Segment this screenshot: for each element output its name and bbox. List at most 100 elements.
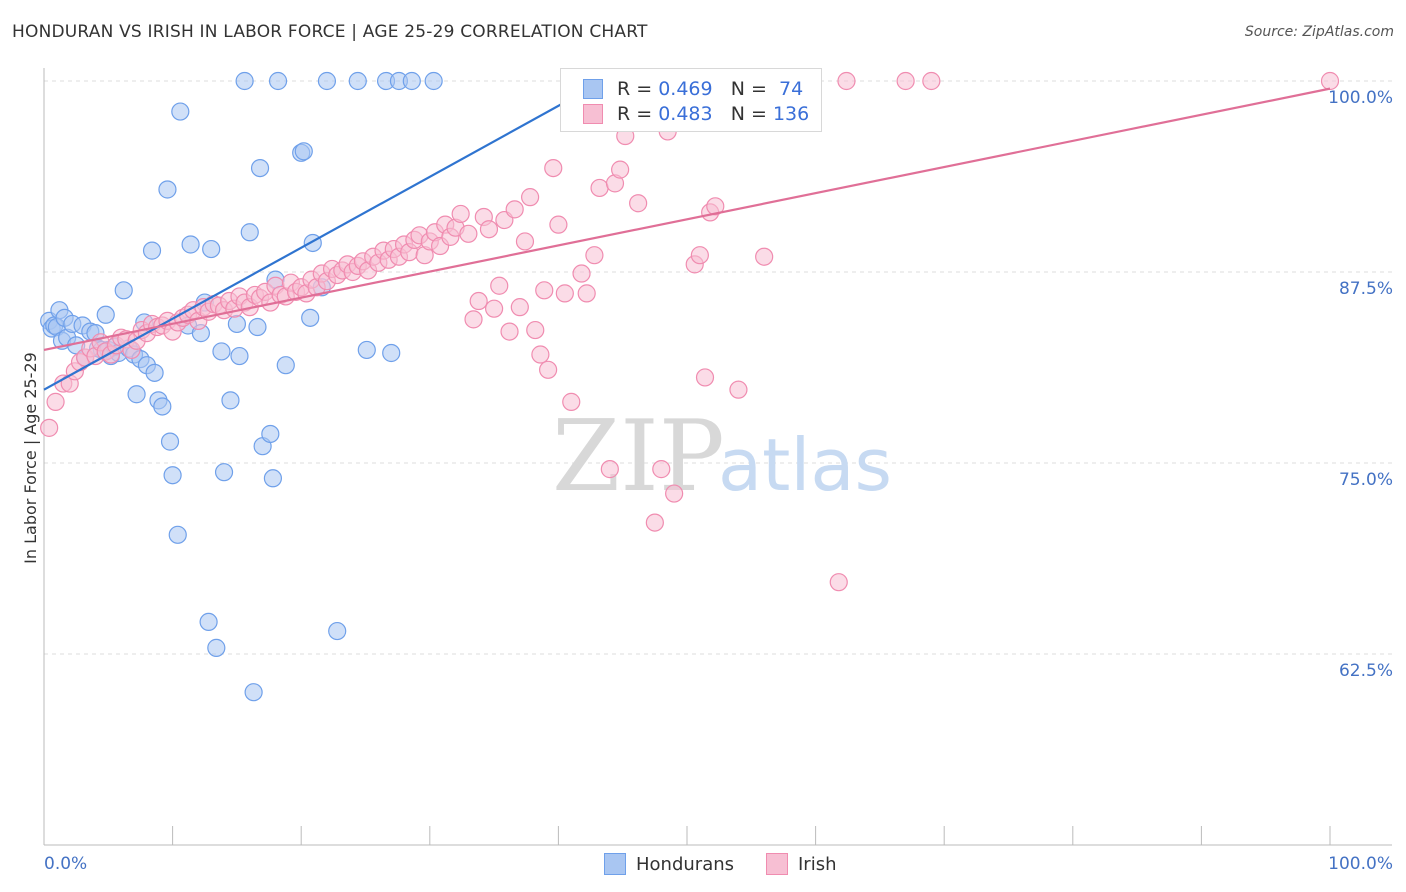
scatter-point-irish bbox=[665, 484, 684, 503]
scatter-point-irish bbox=[837, 71, 856, 91]
scatter-point-irish bbox=[40, 418, 59, 437]
scatter-point-irish bbox=[590, 178, 609, 198]
legend-swatch-hondurans bbox=[583, 79, 603, 99]
tick-labels: 62.5% 75.0% 87.5% 100.0% 0.0% 100.0% bbox=[44, 88, 1393, 874]
scatter-point-hondurans bbox=[160, 432, 180, 451]
scatter-point-irish bbox=[46, 392, 65, 411]
scatter-point-irish bbox=[535, 281, 554, 300]
legend-r-label: R = bbox=[617, 103, 659, 125]
scatter-point-irish bbox=[549, 215, 568, 234]
scatter-point-hondurans bbox=[402, 71, 421, 91]
scatter-point-irish bbox=[555, 284, 574, 303]
scatter-point-hondurans bbox=[235, 71, 254, 91]
bottom-legend-irish: Irish bbox=[766, 852, 837, 876]
scatter-point-irish bbox=[562, 392, 581, 411]
bottom-legend-label: Irish bbox=[798, 853, 837, 875]
scatter-point-irish bbox=[451, 204, 470, 224]
scatter-point-irish bbox=[485, 299, 504, 318]
scatter-point-irish bbox=[600, 460, 619, 479]
trend-line-irish bbox=[43, 87, 1331, 352]
scatter-point-hondurans bbox=[163, 466, 182, 485]
scatter-point-hondurans bbox=[382, 343, 401, 363]
scatter-point-irish bbox=[500, 322, 519, 341]
scatter-point-hondurans bbox=[145, 363, 164, 382]
trend-line-hondurans bbox=[43, 80, 604, 391]
scatter-point-hondurans bbox=[276, 356, 295, 375]
scatter-point-irish bbox=[459, 224, 478, 243]
legend-n-label: N = bbox=[730, 103, 773, 125]
legend-n-label: N = bbox=[730, 78, 773, 100]
scatter-point-hondurans bbox=[221, 391, 240, 410]
scatter-point-irish bbox=[531, 345, 550, 364]
scatter-point-hondurans bbox=[268, 71, 288, 91]
bottom-legend-hondurans: Hondurans bbox=[604, 852, 734, 876]
scatter-point-hondurans bbox=[207, 638, 226, 657]
axes bbox=[43, 68, 1392, 846]
scatter-point-hondurans bbox=[212, 342, 231, 361]
stats-legend: R = 0.469 N = 74 R = 0.483 N = 136 bbox=[560, 68, 822, 132]
scatter-point-hondurans bbox=[142, 241, 162, 260]
scatter-point-irish bbox=[505, 200, 524, 219]
scatter-point-hondurans bbox=[261, 424, 280, 444]
scatter-point-hondurans bbox=[230, 346, 249, 366]
legend-r-value: 0.469 bbox=[658, 78, 713, 100]
scatter-point-irish bbox=[510, 298, 529, 317]
scatter-point-irish bbox=[922, 71, 941, 91]
scatter-point-irish bbox=[706, 197, 725, 216]
scatter-point-irish bbox=[611, 160, 630, 179]
scatter-point-irish bbox=[629, 194, 648, 213]
scatter-point-hondurans bbox=[199, 612, 218, 632]
scatter-point-hondurans bbox=[244, 683, 263, 702]
scatter-point-irish bbox=[755, 247, 774, 266]
bottom-legend-label: Hondurans bbox=[636, 853, 735, 875]
scatter-point-hondurans bbox=[158, 180, 177, 199]
scatter-point-hondurans bbox=[227, 314, 246, 334]
scatter-point-hondurans bbox=[424, 71, 443, 91]
scatter-point-irish bbox=[577, 284, 596, 303]
bottom-swatch-irish bbox=[766, 853, 788, 875]
x-tick-label: 100.0% bbox=[1328, 854, 1393, 874]
bottom-swatch-hondurans bbox=[604, 853, 626, 875]
scatter-point-hondurans bbox=[240, 223, 259, 242]
scatter-point-hondurans bbox=[168, 525, 187, 544]
scatter-point-hondurans bbox=[301, 308, 320, 327]
y-tick-label: 62.5% bbox=[1339, 661, 1393, 681]
scatter-point-irish bbox=[585, 246, 604, 265]
watermark-atlas: atlas bbox=[718, 423, 892, 507]
legend-r-label: R = bbox=[617, 78, 659, 100]
scatter-point-irish bbox=[479, 220, 499, 239]
legend-row-hondurans: R = 0.469 N = 74 bbox=[583, 77, 803, 101]
legend-n-value: 136 bbox=[772, 103, 810, 125]
scatter-point-hondurans bbox=[328, 621, 347, 641]
scatter-point-irish bbox=[544, 158, 563, 178]
legend-row-irish: R = 0.483 N = 136 bbox=[583, 102, 809, 126]
scatter-point-irish bbox=[469, 291, 488, 311]
scatter-point-irish bbox=[829, 573, 848, 592]
points bbox=[40, 71, 1340, 702]
y-tick-label: 100.0% bbox=[1328, 88, 1393, 108]
scatter-point-hondurans bbox=[127, 385, 146, 404]
scatter-point-hondurans bbox=[214, 463, 234, 482]
scatter-point-hondurans bbox=[357, 340, 376, 360]
trend-lines bbox=[43, 80, 1331, 391]
scatter-point-irish bbox=[539, 360, 558, 379]
y-axis-label: In Labor Force | Age 25-29 bbox=[21, 352, 40, 564]
legend-n-value: 74 bbox=[772, 78, 804, 100]
scatter-point-irish bbox=[521, 188, 540, 207]
scatter-point-hondurans bbox=[181, 235, 200, 254]
scatter-point-irish bbox=[645, 513, 664, 532]
scatter-point-irish bbox=[490, 276, 509, 295]
scatter-point-hondurans bbox=[348, 71, 367, 91]
scatter-point-hondurans bbox=[114, 281, 133, 300]
scatter-point-hondurans bbox=[153, 397, 172, 416]
y-tick-label: 87.5% bbox=[1339, 279, 1393, 299]
scatter-point-hondurans bbox=[248, 317, 267, 337]
scatter-point-hondurans bbox=[317, 71, 337, 91]
scatter-point-irish bbox=[690, 246, 709, 265]
scatter-point-hondurans bbox=[171, 102, 190, 121]
scatter-point-irish bbox=[695, 368, 715, 387]
legend-swatch-irish bbox=[583, 104, 603, 124]
scatter-point-irish bbox=[652, 460, 671, 479]
scatter-point-irish bbox=[1320, 71, 1340, 91]
